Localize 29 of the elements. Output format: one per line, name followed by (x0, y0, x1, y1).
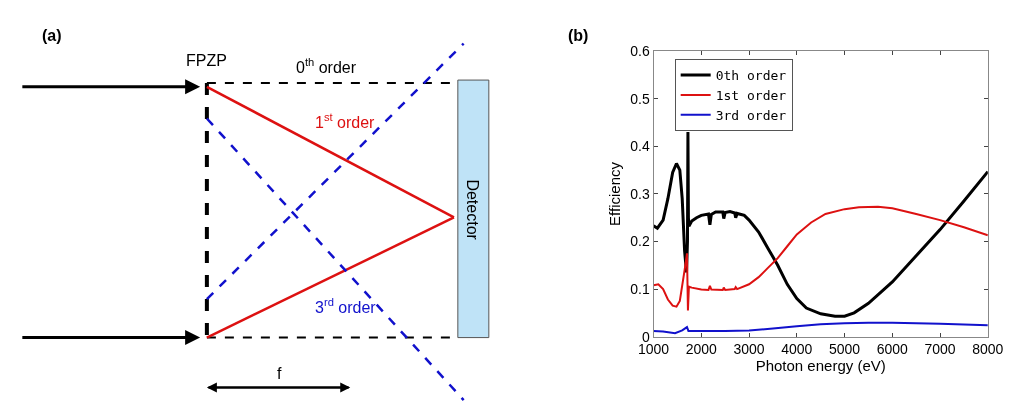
y-tick-label: 0.6 (630, 43, 650, 60)
line-series (653, 321, 988, 335)
y-tick-label: 0.1 (630, 280, 650, 297)
x-tick-label: 5000 (829, 341, 861, 358)
y-tick-label: 0.2 (630, 233, 650, 250)
legend-label: 3rd order (715, 107, 787, 123)
x-axis-title: Photon energy (eV) (755, 357, 886, 375)
line-series (653, 205, 988, 312)
x-tick-label: 7000 (924, 341, 956, 358)
text: FPZP (186, 52, 227, 69)
y-axis-title: Efficiency (605, 161, 623, 226)
x-tick-label: 3000 (733, 341, 765, 358)
text: 3$^{rd}$ order (315, 296, 377, 316)
x-tick-label: 8000 (972, 341, 1004, 358)
x-tick-label: 6000 (876, 341, 909, 358)
y-tick-label: 0.3 (630, 185, 650, 202)
legend-label: 1st order (715, 88, 787, 104)
y-tick-label: 0.5 (630, 90, 650, 107)
legend-label: 0th order (715, 68, 787, 84)
text: 0$^{th}$ order (296, 56, 357, 76)
x-tick-label: 4000 (781, 341, 813, 358)
text: Detector (464, 179, 482, 241)
x-tick-label: 2000 (685, 341, 718, 358)
text: (a) (42, 27, 62, 44)
text: f (277, 365, 282, 382)
line-series (653, 130, 988, 318)
y-tick-label: 0.4 (630, 138, 650, 155)
chart-title: (b) (568, 27, 589, 44)
text: 1$^{st}$ order (315, 111, 376, 131)
